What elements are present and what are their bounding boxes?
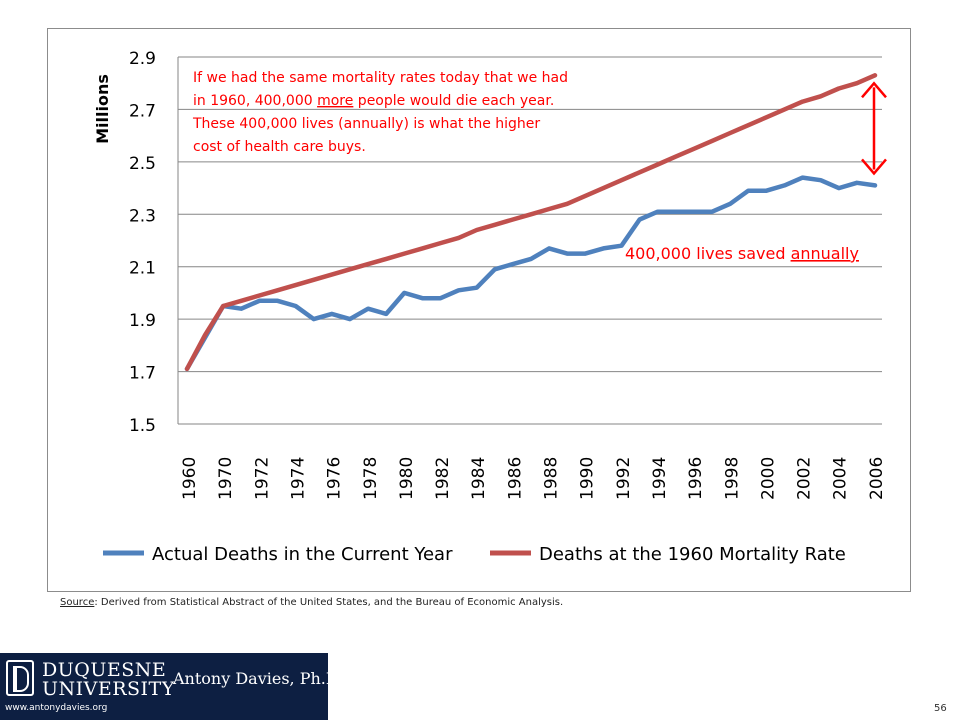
x-tick-label: 1978 [361,457,381,500]
y-tick-label: 1.7 [129,364,156,384]
annotation-note-line: in 1960, 400,000 more people would die e… [193,93,554,109]
duquesne-emblem-icon [6,660,34,696]
x-tick-label: 1982 [433,457,453,500]
x-tick-label: 1996 [686,457,706,500]
gap-annotation-label: 400,000 lives saved annually [625,244,859,263]
line-chart: 1.5 1.7 1.9 2.1 2.3 2.5 2.7 2.9 Millions 1960 1970… [93,49,887,565]
legend-label: Actual Deaths in the Current Year [152,544,453,565]
annotation-note-line: If we had the same mortality rates today… [193,70,568,86]
logo-university-line2: UNIVERSITY [42,678,175,700]
y-tick-label: 2.1 [129,259,156,279]
logo-website: www.antonydavies.org [5,703,108,713]
x-tick-label: 1980 [397,457,417,500]
x-tick-label: 2002 [795,457,815,500]
chart-frame: 1.5 1.7 1.9 2.1 2.3 2.5 2.7 2.9 Millions 1960 1970… [47,28,911,592]
x-tick-label: 2000 [758,457,778,500]
y-tick-label: 2.9 [129,49,156,69]
y-tick-label: 2.3 [129,206,156,226]
x-tick-label: 1960 [180,457,200,500]
x-tick-label: 1970 [216,457,236,500]
y-tick-label: 2.5 [129,154,156,174]
x-tick-label: 1988 [542,457,562,500]
x-tick-label: 1972 [252,457,272,500]
x-tick-label: 1992 [614,457,634,500]
x-tick-label: 1974 [288,457,308,500]
y-tick-label: 1.5 [129,416,156,436]
mortality-rate-line [184,73,878,372]
x-tick-label: 1998 [722,457,742,500]
x-tick-label: 1976 [325,457,345,500]
x-tick-label: 2006 [867,457,887,500]
x-tick-label: 1994 [650,457,670,500]
duquesne-logo: DUQUESNE UNIVERSITY Antony Davies, Ph.D.… [0,653,343,720]
x-tick-label: 2004 [831,457,851,500]
x-tick-label: 1986 [505,457,525,500]
logo-author-name: Antony Davies, Ph.D. [173,669,344,688]
gap-arrow-head-up [861,81,887,99]
gap-arrow-head-down [861,158,887,176]
annotation-note-line: These 400,000 lives (annually) is what t… [192,116,540,132]
source-label: Source [60,597,95,608]
legend-label: Deaths at the 1960 Mortality Rate [539,544,846,565]
y-tick-label: 2.7 [129,101,156,121]
source-text: : Derived from Statistical Abstract of t… [94,597,564,608]
source-note: Source: Derived from Statistical Abstrac… [60,597,563,608]
x-tick-label: 1990 [578,457,598,500]
page-number: 56 [934,703,947,714]
y-axis-label: Millions [93,74,112,144]
actual-deaths-line [184,175,878,372]
annotation-note-line: cost of health care buys. [193,139,366,155]
x-tick-label: 1984 [469,457,489,500]
logo-university-line1: DUQUESNE [42,659,167,681]
y-tick-label: 1.9 [129,311,156,331]
